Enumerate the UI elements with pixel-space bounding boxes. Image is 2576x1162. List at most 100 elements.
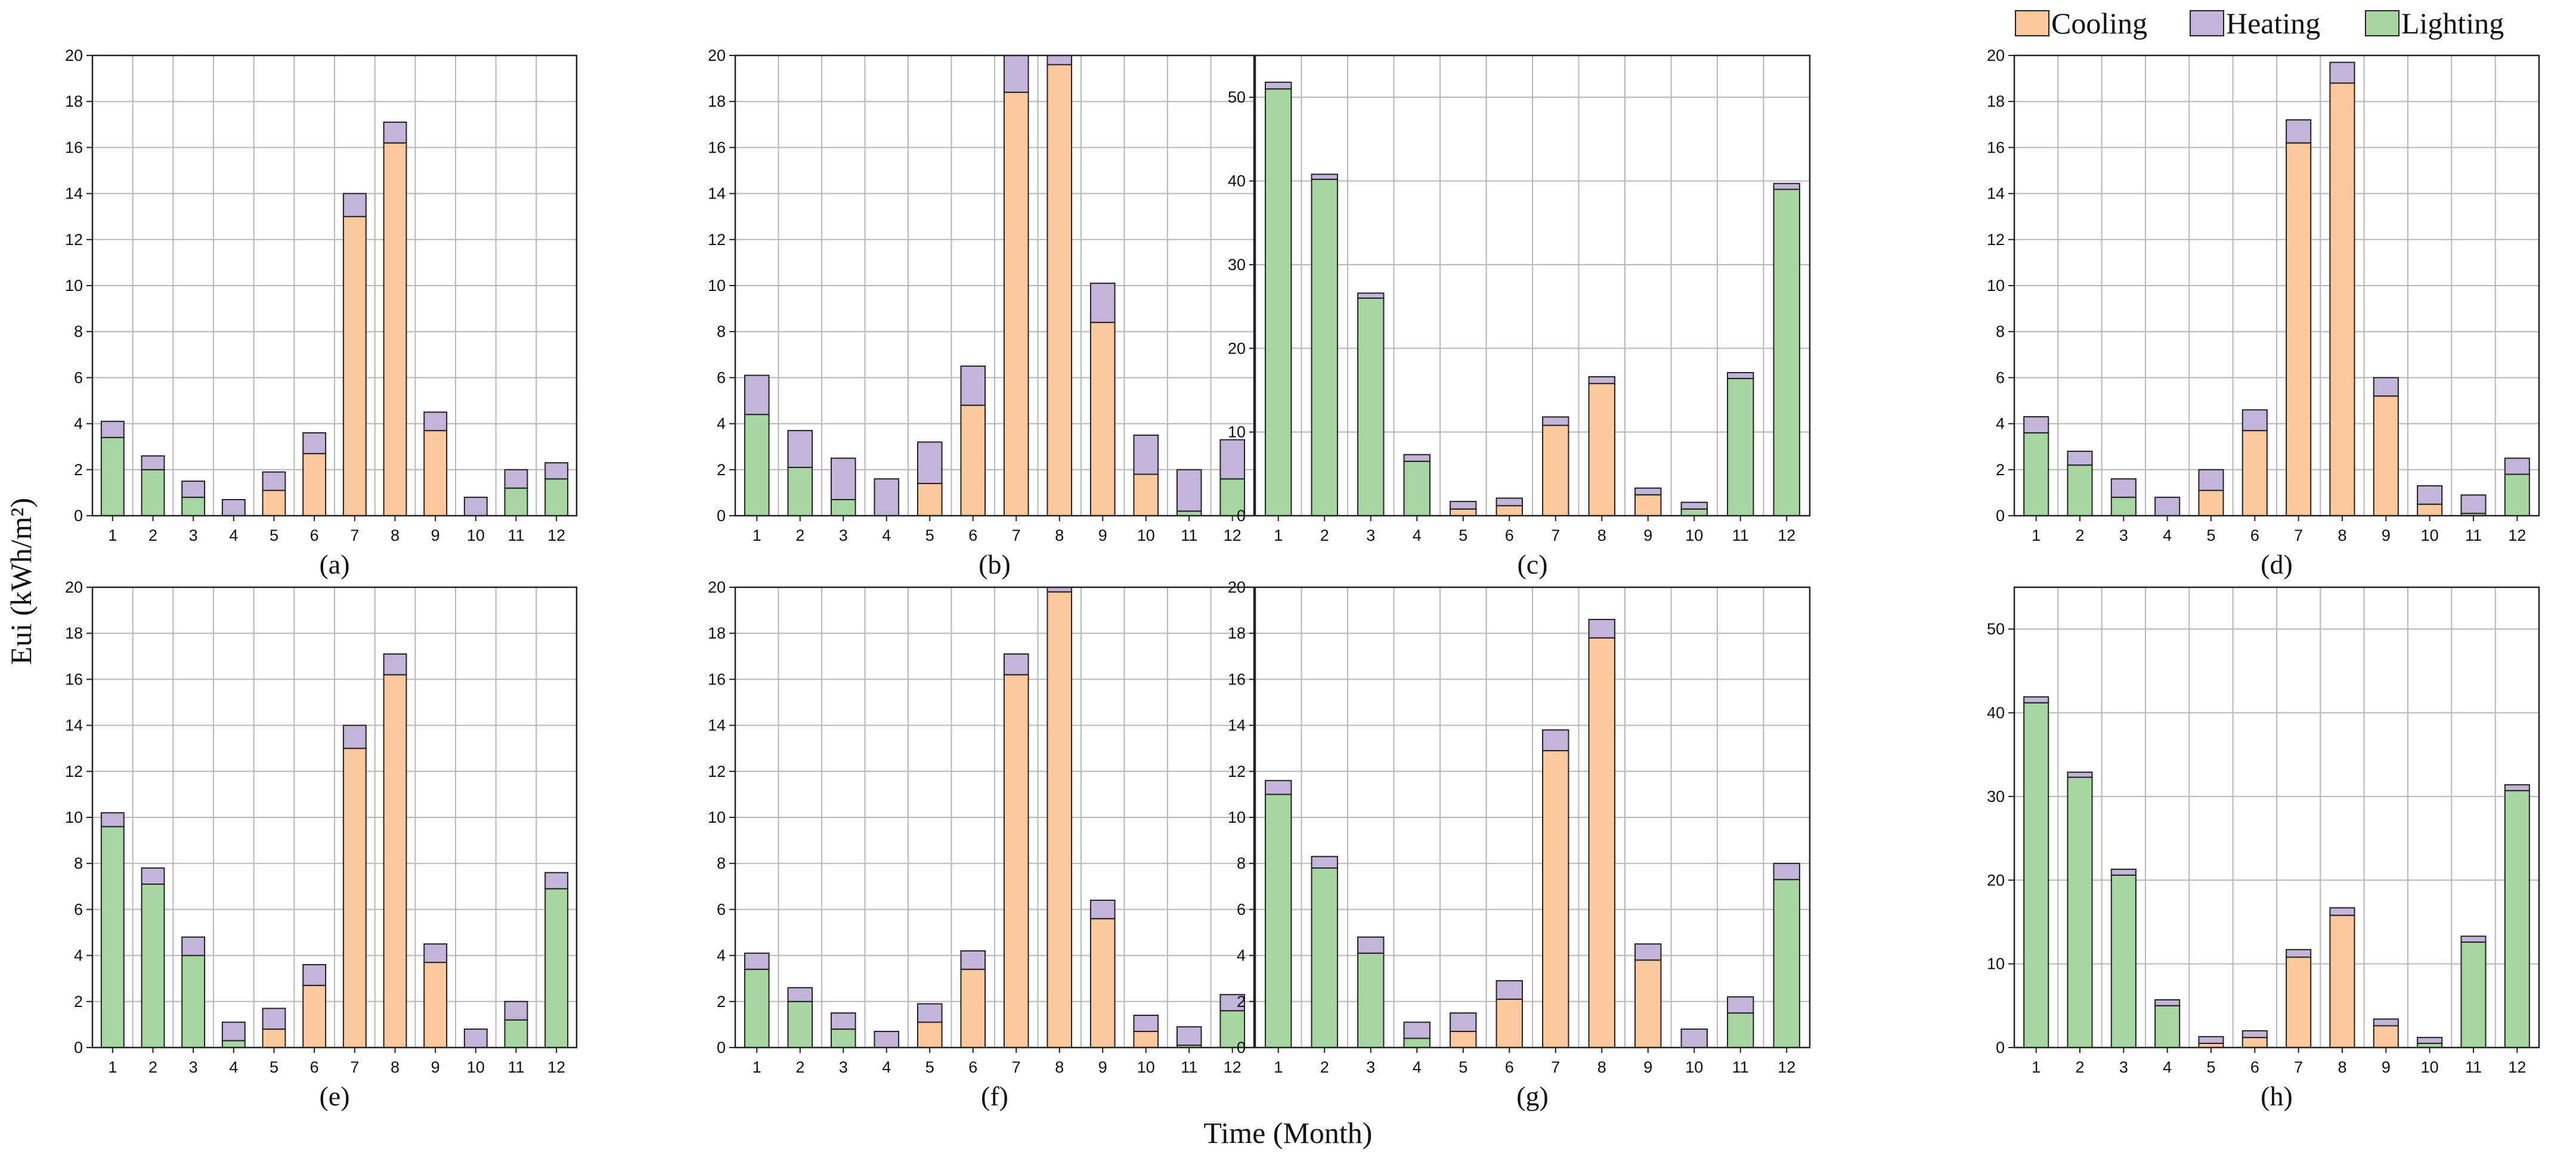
y-tick-label: 0 [74, 1039, 83, 1056]
x-tick-label: 2 [795, 526, 804, 544]
x-tick-label: 1 [1274, 526, 1283, 544]
bar-heating-month-12 [544, 462, 569, 480]
bar-cooling-month-8 [1046, 64, 1073, 516]
bar-cooling-month-7 [1542, 750, 1569, 1049]
bar-heating-month-3 [830, 1012, 856, 1030]
x-tick-label: 12 [2508, 526, 2526, 544]
x-tick-label: 9 [2382, 1058, 2391, 1076]
bar-heating-month-2 [141, 455, 165, 470]
bar-heating-month-5 [1450, 501, 1477, 510]
bar-cooling-month-6 [1496, 505, 1523, 517]
x-tick-label: 1 [753, 526, 761, 544]
bar-heating-month-1 [100, 812, 125, 828]
y-tick-label: 10 [1228, 808, 1246, 826]
bar-lighting-month-11 [1727, 1012, 1754, 1048]
bar-cooling-month-8 [2329, 915, 2355, 1049]
y-tick-label: 8 [717, 854, 726, 872]
y-tick-label: 4 [717, 415, 726, 433]
x-tick-label: 1 [2032, 1058, 2041, 1076]
bar-heating-month-9 [1634, 943, 1662, 961]
panel-label: (e) [319, 1081, 349, 1111]
x-tick-label: 10 [2421, 526, 2439, 544]
x-tick-label: 3 [1366, 526, 1375, 544]
bar-cooling-month-9 [2373, 1025, 2399, 1049]
y-tick-label: 14 [708, 185, 726, 203]
x-tick-label: 3 [189, 1058, 198, 1076]
bar-heating-month-7 [2286, 949, 2312, 958]
bar-cooling-month-7 [1542, 424, 1569, 517]
bar-cooling-month-8 [1046, 591, 1073, 1048]
bar-cooling-month-10 [1133, 1030, 1159, 1048]
y-tick-label: 14 [1228, 717, 1246, 735]
bar-lighting-month-11 [2460, 941, 2487, 1049]
y-tick-label: 30 [1987, 788, 2005, 805]
y-tick-label: 0 [1237, 507, 1246, 525]
bar-heating-month-5 [2198, 1036, 2224, 1044]
y-tick-label: 4 [1237, 947, 1246, 965]
x-tick-label: 11 [2465, 1058, 2482, 1076]
bar-lighting-month-2 [1311, 178, 1338, 517]
bar-cooling-month-7 [1003, 674, 1029, 1049]
y-tick-label: 50 [1228, 88, 1246, 106]
bar-cooling-month-8 [383, 674, 407, 1049]
y-tick-label: 0 [717, 507, 726, 525]
y-tick-label: 10 [708, 277, 726, 295]
bar-lighting-month-1 [1265, 794, 1292, 1049]
y-tick-label: 10 [1228, 423, 1246, 441]
y-tick-label: 4 [1996, 415, 2005, 433]
y-tick-label: 0 [1996, 1039, 2005, 1056]
y-tick-label: 12 [708, 763, 726, 780]
x-tick-label: 11 [1732, 526, 1749, 544]
bar-lighting-month-11 [1727, 377, 1754, 517]
y-tick-label: 6 [717, 900, 726, 918]
bar-heating-month-10 [1133, 434, 1159, 475]
bar-heating-month-9 [423, 411, 448, 432]
x-tick-label: 6 [2250, 1058, 2259, 1076]
y-tick-label: 14 [65, 185, 83, 203]
x-tick-label: 8 [2337, 1058, 2346, 1076]
bar-lighting-month-1 [2023, 702, 2049, 1048]
bar-cooling-month-5 [1450, 1030, 1477, 1048]
x-tick-label: 9 [2382, 526, 2391, 544]
x-tick-label: 2 [2075, 526, 2084, 544]
x-tick-label: 8 [1055, 1058, 1064, 1076]
bar-heating-month-8 [2329, 61, 2355, 84]
plot-frame [2013, 586, 2540, 1049]
x-tick-label: 4 [229, 1058, 238, 1076]
x-tick-label: 4 [882, 526, 891, 544]
x-tick-label: 3 [839, 526, 848, 544]
bar-lighting-month-1 [744, 414, 770, 516]
x-tick-label: 12 [547, 526, 565, 544]
y-tick-label: 20 [708, 578, 726, 596]
bar-heating-month-7 [1003, 55, 1029, 93]
bar-heating-month-12 [1219, 994, 1246, 1012]
bar-heating-month-11 [504, 469, 528, 489]
y-tick-label: 12 [1987, 231, 2005, 249]
bar-lighting-month-11 [504, 487, 528, 516]
x-tick-label: 9 [1643, 526, 1652, 544]
bar-heating-month-11 [1176, 1026, 1202, 1046]
bar-heating-month-9 [2373, 1018, 2399, 1027]
bar-lighting-month-1 [100, 436, 125, 517]
bar-lighting-month-3 [830, 498, 856, 516]
bar-heating-month-5 [2198, 469, 2224, 491]
y-tick-label: 2 [74, 461, 83, 479]
plot-frame [91, 586, 578, 1049]
y-tick-label: 14 [708, 717, 726, 735]
plot-frame [1254, 586, 1811, 1049]
x-tick-label: 2 [2075, 1058, 2084, 1076]
plot-frame [91, 54, 578, 517]
y-tick-label: 12 [1228, 763, 1246, 780]
x-tick-label: 4 [229, 526, 238, 544]
y-axis-title: Eui (kWh/m²) [4, 498, 38, 665]
bar-heating-month-6 [302, 964, 327, 986]
bar-heating-month-2 [2067, 771, 2093, 778]
x-tick-label: 9 [1643, 1058, 1652, 1076]
y-tick-label: 6 [1237, 900, 1246, 918]
y-tick-label: 16 [1228, 670, 1246, 688]
x-tick-label: 3 [839, 1058, 848, 1076]
